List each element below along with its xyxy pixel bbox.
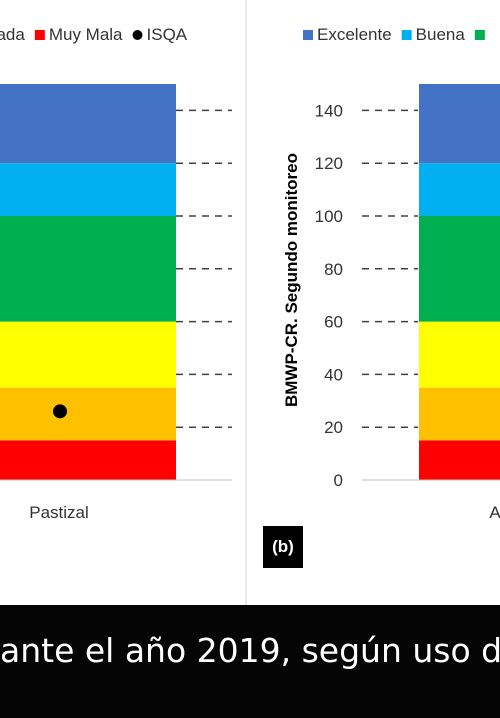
panel-b-legend: Excelente Buena xyxy=(303,25,485,44)
b-tick-label: 40 xyxy=(324,365,343,384)
chart-area: Pastizal nada Muy Mala ISQA 0 20 40 60 80 100 12… xyxy=(0,0,500,605)
b-tick-label: 80 xyxy=(324,260,343,279)
panel-a: Pastizal nada Muy Mala ISQA xyxy=(0,25,232,522)
caption-text: ante el año 2019, según uso de xyxy=(0,631,500,670)
b-tick-label: 60 xyxy=(324,313,343,332)
a-bar-segment xyxy=(0,387,176,441)
b-legend-marker xyxy=(303,30,313,40)
a-bar-segment xyxy=(0,216,176,322)
a-legend-marker xyxy=(132,30,143,40)
b-tick-label: 120 xyxy=(315,154,343,173)
b-bar-segment xyxy=(419,387,500,441)
b-legend-marker xyxy=(474,30,485,40)
b-bar-segment xyxy=(419,163,500,216)
panel-a-bars xyxy=(0,84,176,480)
panel-a-points xyxy=(53,404,67,419)
panel-b-label-box xyxy=(263,526,303,568)
a-point-marker xyxy=(53,404,67,419)
b-bar-segment xyxy=(419,321,500,388)
b-tick-label: 100 xyxy=(315,207,343,226)
b-legend-label: Excelente xyxy=(317,25,392,44)
a-bar-segment xyxy=(0,84,176,164)
panel-a-category-label: Pastizal xyxy=(29,503,89,522)
a-legend-label: Muy Mala xyxy=(49,25,123,44)
a-legend-label: nada xyxy=(0,25,25,44)
b-legend-marker xyxy=(401,30,412,40)
b-bar-segment xyxy=(419,440,500,480)
a-legend-label: ISQA xyxy=(147,25,188,44)
chart-svg: Pastizal nada Muy Mala ISQA 0 20 40 60 80 100 12… xyxy=(0,0,500,605)
b-tick-label: 20 xyxy=(324,418,343,437)
b-legend-label: Buena xyxy=(416,25,466,44)
b-tick-label: 140 xyxy=(315,101,343,120)
panel-b-gridlines xyxy=(362,109,418,428)
a-bar-segment xyxy=(0,163,176,216)
panel-a-legend: nada Muy Mala ISQA xyxy=(0,25,188,44)
b-bar-segment xyxy=(419,84,500,164)
panel-b-y-axis-label: BMWP-CR. Segundo monitoreo xyxy=(282,153,301,407)
caption-bar: ante el año 2019, según uso de xyxy=(0,605,500,718)
b-bar-segment xyxy=(419,216,500,322)
panel-b-label: (b) xyxy=(272,537,294,556)
panel-b: 0 20 40 60 80 100 120 140 A BMWP-CR. Segundo mo… xyxy=(263,25,500,568)
a-bar-segment xyxy=(0,321,176,388)
panel-b-bars xyxy=(419,84,500,480)
panel-b-y-ticks: 0 20 40 60 80 100 120 140 xyxy=(315,101,343,490)
panel-b-category-label: A xyxy=(489,503,500,522)
a-bar-segment xyxy=(0,440,176,480)
panel-a-gridlines xyxy=(176,109,232,428)
a-legend-marker xyxy=(34,30,45,40)
b-tick-label: 0 xyxy=(334,471,343,490)
